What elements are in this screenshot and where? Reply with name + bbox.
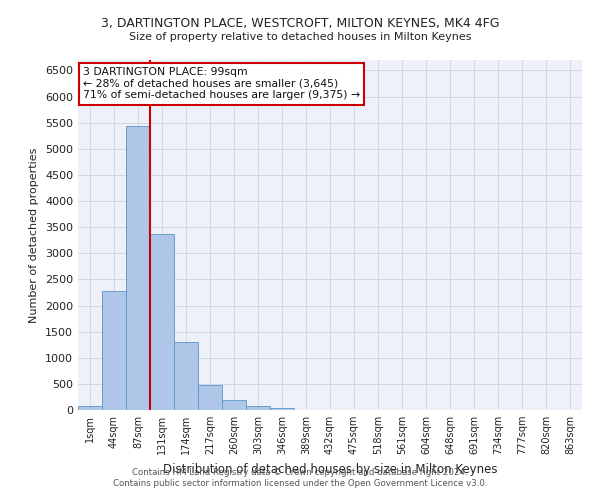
Text: Contains HM Land Registry data © Crown copyright and database right 2024.
Contai: Contains HM Land Registry data © Crown c… — [113, 468, 487, 487]
X-axis label: Distribution of detached houses by size in Milton Keynes: Distribution of detached houses by size … — [163, 462, 497, 475]
Bar — [126, 126, 150, 410]
Text: 3, DARTINGTON PLACE, WESTCROFT, MILTON KEYNES, MK4 4FG: 3, DARTINGTON PLACE, WESTCROFT, MILTON K… — [101, 18, 499, 30]
Text: 3 DARTINGTON PLACE: 99sqm
← 28% of detached houses are smaller (3,645)
71% of se: 3 DARTINGTON PLACE: 99sqm ← 28% of detac… — [83, 67, 360, 100]
Y-axis label: Number of detached properties: Number of detached properties — [29, 148, 40, 322]
Bar — [198, 385, 222, 410]
Bar — [270, 408, 294, 410]
Bar — [150, 234, 174, 410]
Bar — [102, 291, 126, 410]
Bar — [78, 406, 102, 410]
Bar — [174, 342, 198, 410]
Bar — [222, 400, 246, 410]
Bar — [246, 406, 270, 410]
Text: Size of property relative to detached houses in Milton Keynes: Size of property relative to detached ho… — [129, 32, 471, 42]
